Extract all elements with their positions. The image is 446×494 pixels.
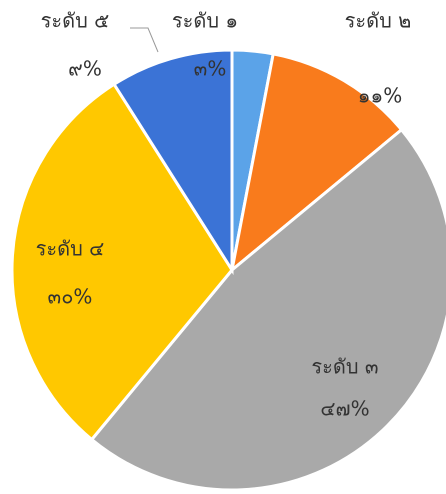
slice-label: ระดับ ๒ [345, 9, 412, 33]
slice-label: ระดับ ๑ [172, 9, 238, 33]
value-label: ๑๑% [358, 84, 402, 108]
value-label: ๓๐% [48, 285, 93, 309]
slice-label: ระดับ ๓ [311, 355, 378, 379]
pie-slice [10, 82, 234, 442]
slice-label: ระดับ ๔ [36, 237, 105, 261]
value-label: ๙% [68, 57, 102, 81]
pie-slice [229, 52, 404, 274]
slice-label: ระดับ ๕ [41, 9, 110, 33]
pie-slice [112, 48, 234, 276]
leader-line [130, 27, 159, 53]
value-label: ๔๗% [320, 397, 369, 421]
value-label: ๓% [194, 57, 227, 81]
pie-slice [89, 127, 446, 492]
